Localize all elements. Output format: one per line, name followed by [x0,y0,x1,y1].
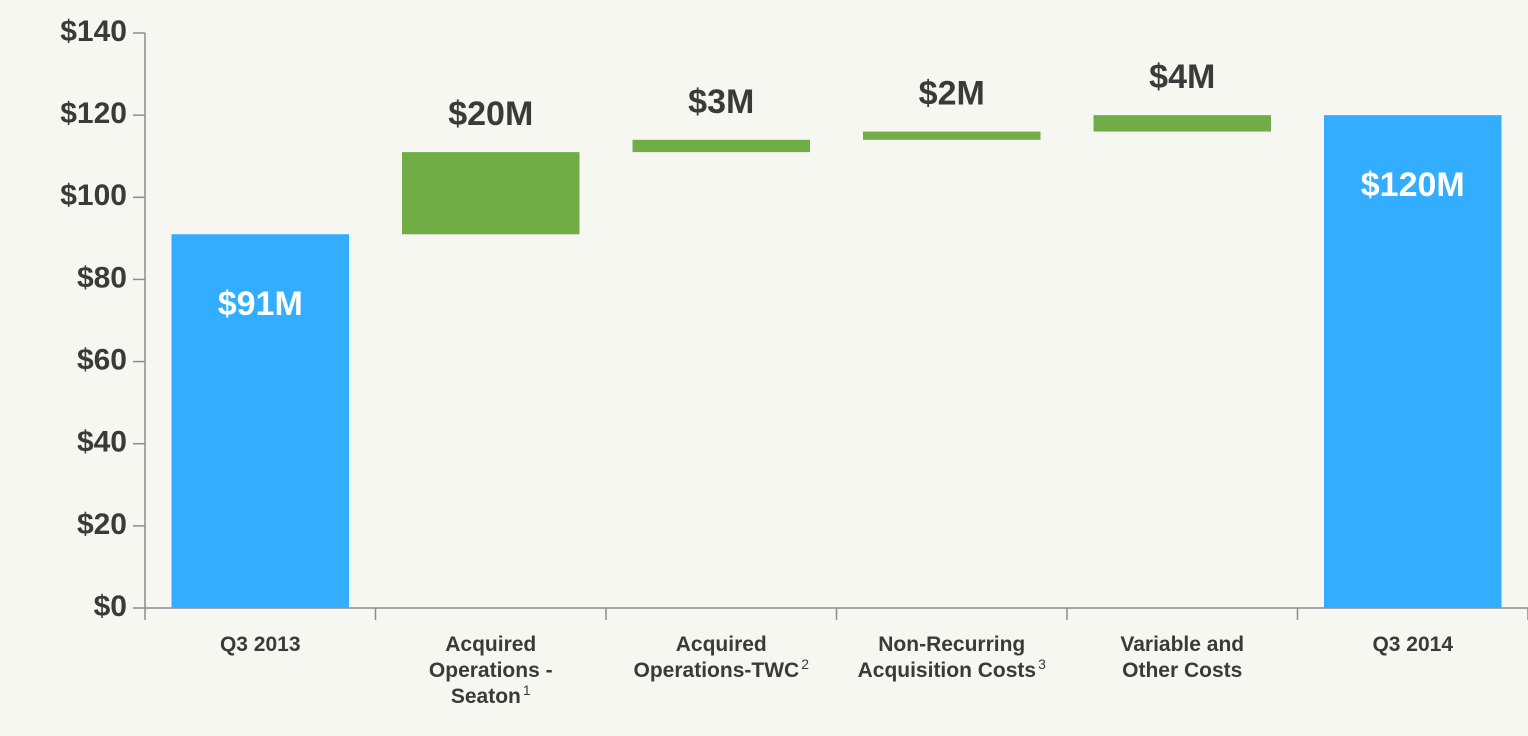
y-tick-label: $80 [77,261,127,294]
footnote-mark: 1 [522,682,531,698]
value-label: $3M [688,83,754,121]
value-label: $120M [1361,166,1465,204]
footnote-mark: 3 [1038,656,1046,672]
x-tick-label: Non-Recurring Acquisition Costs 3 [837,632,1067,684]
footnote-mark: 2 [801,656,809,672]
y-tick-label: $100 [60,179,127,212]
x-tick-label: Acquired Operations - Seaton 1 [376,632,606,710]
y-tick-label: $120 [60,97,127,130]
x-tick-label: Q3 2013 [145,632,375,658]
value-label: $4M [1149,58,1215,96]
category-text: Acquired Operations - Seaton [428,633,553,708]
y-tick-label: $140 [60,15,127,48]
category-text: Variable and Other Costs [1120,633,1245,682]
category-text: Q3 2013 [219,633,301,656]
category-text: Q3 2014 [1372,633,1454,656]
y-tick-label: $0 [94,590,127,623]
bar [1093,115,1271,132]
category-text: Non-Recurring Acquisition Costs [857,633,1037,682]
x-tick-label: Acquired Operations-TWC 2 [606,632,836,684]
value-label: $91M [218,285,303,323]
bar [632,139,810,153]
x-tick-label: Variable and Other Costs [1067,632,1297,684]
value-label: $2M [919,75,985,113]
bar [402,152,580,235]
x-tick-label: Q3 2014 [1298,632,1528,658]
value-label: $20M [448,95,533,133]
y-tick-label: $40 [77,426,127,459]
y-tick-label: $20 [77,508,127,541]
bar [863,131,1041,140]
y-tick-label: $60 [77,343,127,376]
category-text: Acquired Operations-TWC [633,633,800,682]
bar [1324,115,1502,609]
bar [171,234,349,608]
